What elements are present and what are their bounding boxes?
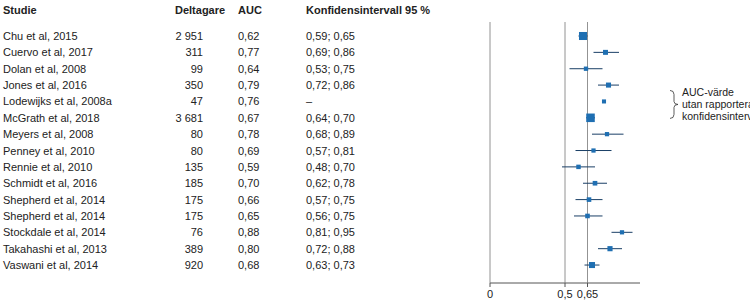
participants-label: 175	[185, 194, 203, 206]
auc-label: 0,67	[238, 112, 259, 124]
ci-label: 0,57; 0,75	[306, 194, 355, 206]
auc-point	[606, 83, 611, 88]
auc-point	[620, 230, 624, 234]
auc-point	[579, 32, 587, 40]
auc-point	[585, 214, 590, 219]
chart-root: Studie Deltagare AUC Konfidensintervall 95 …	[0, 0, 750, 301]
participants-label: 185	[185, 177, 203, 189]
study-label: Stockdale et al, 2014	[3, 226, 106, 238]
auc-label: 0,79	[238, 79, 259, 91]
auc-point	[576, 165, 580, 169]
x-axis: 0 0,5 0,65	[487, 22, 640, 300]
study-label: Takahashi et al, 2013	[3, 243, 107, 255]
participants-label: 920	[185, 259, 203, 271]
study-label: Shepherd et al, 2014	[3, 210, 105, 222]
participants-label: 135	[185, 161, 203, 173]
auc-point	[603, 50, 608, 55]
auc-point	[605, 132, 609, 136]
participants-label: 80	[191, 145, 203, 157]
ci-label: 0,53; 0,75	[306, 63, 355, 75]
auc-point	[593, 181, 598, 186]
auc-point	[587, 197, 592, 202]
auc-label: 0,65	[238, 210, 259, 222]
auc-label: 0,62	[238, 30, 259, 42]
annotation-text: AUC-värde	[682, 86, 734, 98]
grid-line	[565, 22, 566, 283]
tick-label: 0,65	[577, 288, 598, 300]
ci-label: 0,69; 0,86	[306, 46, 355, 58]
study-label: Lodewijks et al, 2008a	[3, 95, 113, 107]
auc-label: 0,64	[238, 63, 259, 75]
auc-label: 0,88	[238, 226, 259, 238]
study-label: Penney et al, 2010	[3, 145, 95, 157]
annotation-text: konfidensintervall	[682, 110, 750, 122]
tick-label: 0	[487, 288, 493, 300]
participants-label: 350	[185, 79, 203, 91]
auc-point	[607, 246, 612, 251]
column-header: AUC	[238, 4, 262, 16]
tick-mark	[587, 283, 588, 287]
auc-label: 0,69	[238, 145, 259, 157]
ci-label: 0,57; 0,81	[306, 145, 355, 157]
participants-label: 2 951	[175, 30, 203, 42]
participants-label: 311	[185, 46, 203, 58]
participants-label: 76	[191, 226, 203, 238]
tick-mark	[565, 283, 566, 287]
auc-point	[586, 114, 595, 123]
ci-label: 0,64; 0,70	[306, 112, 355, 124]
column-header: Konfidensintervall 95 %	[306, 4, 430, 16]
tick-label: 0,5	[557, 288, 572, 300]
ci-label: 0,48; 0,70	[306, 161, 355, 173]
participants-label: 3 681	[175, 112, 203, 124]
participants-label: 175	[185, 210, 203, 222]
ci-label: 0,72; 0,88	[306, 243, 355, 255]
study-label: Jones et al, 2016	[3, 79, 87, 91]
ci-label: 0,68; 0,89	[306, 128, 355, 140]
study-label: Rennie et al, 2010	[3, 161, 92, 173]
auc-point	[584, 67, 588, 71]
participants-label: 47	[191, 95, 203, 107]
auc-label: 0,78	[238, 128, 259, 140]
study-label: Chu et al, 2015	[3, 30, 78, 42]
ci-label: –	[306, 95, 313, 107]
auc-label: 0,80	[238, 243, 259, 255]
column-header: Studie	[3, 4, 37, 16]
ci-label: 0,63; 0,73	[306, 259, 355, 271]
study-label: Cuervo et al, 2017	[3, 46, 93, 58]
annotation-text: utan rapporterat	[682, 98, 750, 110]
tick-mark	[490, 283, 491, 287]
study-label: McGrath et al, 2018	[3, 112, 100, 124]
study-label: Dolan et al, 2008	[3, 63, 86, 75]
auc-point	[602, 99, 606, 103]
study-label: Shepherd et al, 2014	[3, 194, 105, 206]
auc-label: 0,68	[238, 259, 259, 271]
ci-label: 0,62; 0,78	[306, 177, 355, 189]
ci-label: 0,56; 0,75	[306, 210, 355, 222]
ci-label: 0,72; 0,86	[306, 79, 355, 91]
auc-label: 0,77	[238, 46, 259, 58]
grid-line	[587, 22, 588, 283]
annotation: AUC-värdeutan rapporteratkonfidensinterv…	[670, 86, 750, 122]
study-label: Meyers et al, 2008	[3, 128, 94, 140]
auc-label: 0,59	[238, 161, 259, 173]
forest-plot: Studie Deltagare AUC Konfidensintervall 95 …	[0, 0, 750, 301]
ci-label: 0,81; 0,95	[306, 226, 355, 238]
study-label: Vaswani et al, 2014	[3, 259, 98, 271]
auc-point	[591, 148, 595, 152]
participants-label: 99	[191, 63, 203, 75]
participants-label: 389	[185, 243, 203, 255]
column-header: Deltagare	[175, 4, 225, 16]
grid-line	[490, 22, 491, 283]
auc-label: 0,66	[238, 194, 259, 206]
brace	[670, 90, 678, 118]
marks	[562, 32, 633, 268]
auc-label: 0,76	[238, 95, 259, 107]
auc-point	[589, 262, 595, 268]
auc-label: 0,70	[238, 177, 259, 189]
study-label: Schmidt et al, 2016	[3, 177, 97, 189]
participants-label: 80	[191, 128, 203, 140]
ci-label: 0,59; 0,65	[306, 30, 355, 42]
